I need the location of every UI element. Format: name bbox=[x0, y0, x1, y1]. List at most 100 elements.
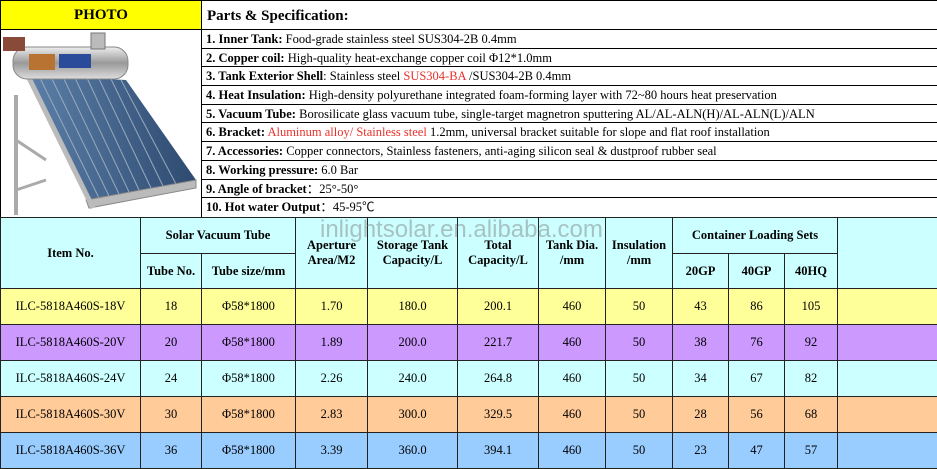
cell-aperture: 1.89 bbox=[296, 325, 368, 361]
cell-size: Φ58*1800 bbox=[202, 361, 296, 397]
spec-value: 1.2mm, universal bracket suitable for sl… bbox=[427, 125, 770, 139]
header-empty bbox=[838, 218, 937, 289]
cell-dia: 460 bbox=[539, 397, 606, 433]
header-tube-no: Tube No. bbox=[141, 254, 202, 289]
cell-ins: 50 bbox=[606, 433, 673, 469]
spec-highlight: SUS304-BA bbox=[403, 69, 469, 83]
spec-value: Borosilicate glass vacuum tube, single-t… bbox=[296, 107, 815, 121]
spec-value: : Stainless steel bbox=[323, 69, 403, 83]
cell-storage: 300.0 bbox=[368, 397, 458, 433]
header-tube-size: Tube size/mm bbox=[202, 254, 296, 289]
spec-label: 9. Angle of bracket bbox=[206, 182, 307, 196]
cell-item: ILC-5818A460S-36V bbox=[1, 433, 141, 469]
model-table: Item No. Solar Vacuum Tube Aperture Area… bbox=[0, 217, 937, 469]
cell-total: 264.8 bbox=[458, 361, 539, 397]
cell-size: Φ58*1800 bbox=[202, 397, 296, 433]
cell-gp40: 47 bbox=[729, 433, 785, 469]
cell-storage: 360.0 bbox=[368, 433, 458, 469]
cell-tubes: 24 bbox=[141, 361, 202, 397]
spec-item: 4. Heat Insulation: High-density polyure… bbox=[202, 86, 937, 105]
cell-empty bbox=[838, 361, 937, 397]
cell-total: 200.1 bbox=[458, 289, 539, 325]
cell-empty bbox=[838, 433, 937, 469]
product-photo bbox=[0, 30, 202, 217]
cell-ins: 50 bbox=[606, 325, 673, 361]
cell-tubes: 36 bbox=[141, 433, 202, 469]
header-container-loading: Container Loading Sets bbox=[673, 218, 838, 254]
solar-water-heater-image bbox=[1, 30, 201, 217]
spec-value: ：25°-50° bbox=[307, 182, 359, 196]
cell-hq40: 68 bbox=[785, 397, 838, 433]
spec-item: 7. Accessories: Copper connectors, Stain… bbox=[202, 142, 937, 161]
spec-label: 7. Accessories: bbox=[206, 144, 283, 158]
cell-empty bbox=[838, 397, 937, 433]
cell-gp20: 43 bbox=[673, 289, 729, 325]
cell-hq40: 92 bbox=[785, 325, 838, 361]
spec-item: 1. Inner Tank: Food-grade stainless stee… bbox=[202, 30, 937, 49]
cell-total: 329.5 bbox=[458, 397, 539, 433]
spec-value: High-quality heat-exchange copper coil Φ… bbox=[285, 51, 552, 65]
spec-item: 6. Bracket: Aluminum alloy/ Stainless st… bbox=[202, 123, 937, 142]
cell-aperture: 2.26 bbox=[296, 361, 368, 397]
spec-section: PHOTO Parts & Specification: 1. Inner Ta… bbox=[0, 0, 937, 217]
cell-total: 394.1 bbox=[458, 433, 539, 469]
cell-gp40: 86 bbox=[729, 289, 785, 325]
spec-label: 5. Vacuum Tube: bbox=[206, 107, 296, 121]
spec-label: 10. Hot water Output bbox=[206, 200, 320, 214]
header-tank-dia: Tank Dia. /mm bbox=[539, 218, 606, 289]
cell-hq40: 105 bbox=[785, 289, 838, 325]
spec-label: 1. Inner Tank: bbox=[206, 32, 283, 46]
cell-total: 221.7 bbox=[458, 325, 539, 361]
cell-size: Φ58*1800 bbox=[202, 289, 296, 325]
cell-aperture: 3.39 bbox=[296, 433, 368, 469]
cell-storage: 200.0 bbox=[368, 325, 458, 361]
header-insulation: Insulation /mm bbox=[606, 218, 673, 289]
spec-item: 10. Hot water Output：45-95℃ bbox=[202, 198, 937, 217]
spec-label: 2. Copper coil: bbox=[206, 51, 285, 65]
cell-gp20: 23 bbox=[673, 433, 729, 469]
header-aperture: Aperture Area/M2 bbox=[296, 218, 368, 289]
spec-label: 3. Tank Exterior Shell bbox=[206, 69, 323, 83]
cell-dia: 460 bbox=[539, 289, 606, 325]
cell-hq40: 82 bbox=[785, 361, 838, 397]
spec-item: 5. Vacuum Tube: Borosilicate glass vacuu… bbox=[202, 105, 937, 124]
cell-ins: 50 bbox=[606, 361, 673, 397]
header-40hq: 40HQ bbox=[785, 254, 838, 289]
spec-item: 3. Tank Exterior Shell: Stainless steel … bbox=[202, 67, 937, 86]
spec-item: 8. Working pressure: 6.0 Bar bbox=[202, 161, 937, 180]
spec-highlight: Aluminum alloy/ Stainless steel bbox=[267, 125, 426, 139]
cell-storage: 180.0 bbox=[368, 289, 458, 325]
header-total-capacity: Total Capacity/L bbox=[458, 218, 539, 289]
cell-dia: 460 bbox=[539, 361, 606, 397]
cell-ins: 50 bbox=[606, 397, 673, 433]
spec-value: /SUS304-2B 0.4mm bbox=[469, 69, 571, 83]
spec-value: High-density polyurethane integrated foa… bbox=[306, 88, 777, 102]
cell-item: ILC-5818A460S-24V bbox=[1, 361, 141, 397]
cell-storage: 240.0 bbox=[368, 361, 458, 397]
spec-value: Food-grade stainless steel SUS304-2B 0.4… bbox=[283, 32, 517, 46]
spec-value: ：45-95℃ bbox=[320, 200, 374, 214]
cell-tubes: 30 bbox=[141, 397, 202, 433]
header-solar-vacuum-tube: Solar Vacuum Tube bbox=[141, 218, 296, 254]
header-item-no: Item No. bbox=[1, 218, 141, 289]
cell-gp40: 56 bbox=[729, 397, 785, 433]
spec-item: 2. Copper coil: High-quality heat-exchan… bbox=[202, 49, 937, 68]
spec-value: 6.0 Bar bbox=[318, 163, 358, 177]
cell-aperture: 1.70 bbox=[296, 289, 368, 325]
photo-header: PHOTO bbox=[0, 0, 202, 30]
spec-item: 9. Angle of bracket：25°-50° bbox=[202, 180, 937, 199]
cell-gp40: 67 bbox=[729, 361, 785, 397]
cell-gp20: 38 bbox=[673, 325, 729, 361]
cell-gp20: 34 bbox=[673, 361, 729, 397]
header-storage-capacity: Storage Tank Capacity/L bbox=[368, 218, 458, 289]
spec-title: Parts & Specification: bbox=[202, 0, 937, 30]
cell-gp40: 76 bbox=[729, 325, 785, 361]
cell-item: ILC-5818A460S-18V bbox=[1, 289, 141, 325]
cell-item: ILC-5818A460S-30V bbox=[1, 397, 141, 433]
cell-dia: 460 bbox=[539, 433, 606, 469]
cell-empty bbox=[838, 325, 937, 361]
cell-size: Φ58*1800 bbox=[202, 325, 296, 361]
